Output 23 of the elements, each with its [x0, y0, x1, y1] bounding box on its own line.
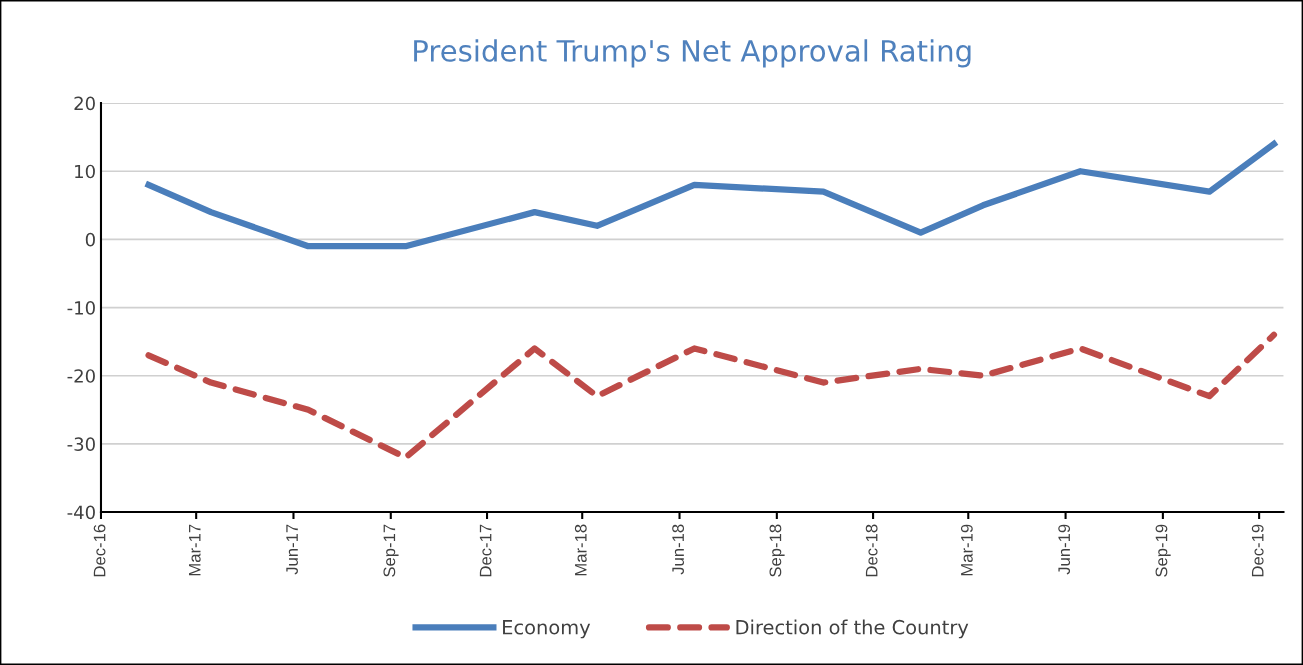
y-tick-label: -30 [67, 437, 95, 451]
legend-label: Economy [503, 620, 591, 639]
x-tick-label: Jun-19 [1058, 524, 1071, 575]
y-tick-label: 10 [75, 164, 95, 179]
x-tick-label: Jun-17 [286, 524, 298, 575]
x-tick-label: Dec-18 [865, 524, 878, 577]
x-tick-label: Mar-17 [189, 524, 201, 576]
y-tick-label: -40 [67, 505, 95, 520]
legend-label: Direction of the Country [736, 619, 969, 639]
y-tick-label: 20 [74, 96, 95, 111]
x-tick-label: Dec-19 [1251, 524, 1264, 577]
y-tick-label: -10 [67, 301, 95, 315]
x-tick-label: Mar-19 [960, 524, 973, 576]
x-tick-label: Dec-17 [479, 524, 492, 577]
chart-title: President Trump's Net Approval Rating [414, 39, 971, 68]
y-tick-label: -20 [67, 369, 95, 383]
x-tick-label: Jun-18 [672, 524, 684, 575]
y-tick-label: 0 [85, 232, 95, 247]
x-tick-label: Sep-19 [1155, 524, 1171, 577]
x-tick-label: Sep-17 [383, 524, 399, 577]
x-tick-label: Sep-18 [769, 524, 785, 577]
x-tick-label: Dec-16 [93, 524, 106, 577]
x-tick-label: Mar-18 [574, 524, 587, 576]
